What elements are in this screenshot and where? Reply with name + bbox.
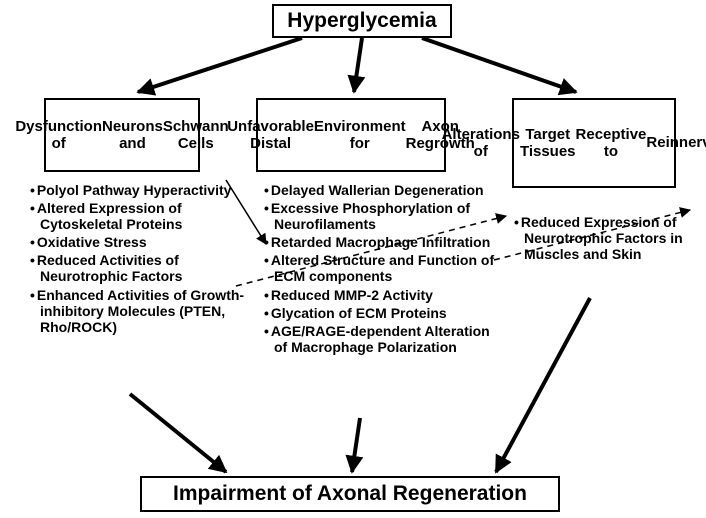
bullet-item: Reduced Expression of Neurotrophic Facto… — [514, 214, 694, 262]
box-line: Hyperglycemia — [287, 9, 436, 33]
bullet-item: AGE/RAGE-dependent Alteration of Macroph… — [264, 323, 500, 355]
bullet-item: Reduced MMP-2 Activity — [264, 287, 500, 303]
box-alterations-target: Alterations ofTarget TissuesReceptive to… — [512, 98, 676, 188]
arrow — [496, 298, 590, 472]
box-line: Schwann Cells — [163, 118, 229, 153]
bullet-item: Enhanced Activities of Growth-inhibitory… — [30, 287, 245, 335]
arrow — [422, 38, 576, 92]
bullets-left: Polyol Pathway Hyperactivity Altered Expr… — [30, 182, 245, 337]
box-line: Unfavorable Distal — [227, 118, 314, 153]
box-line: Target Tissues — [520, 126, 576, 161]
bullet-item: Delayed Wallerian Degeneration — [264, 182, 500, 198]
bullet-item: Altered Structure and Function of ECM co… — [264, 252, 500, 284]
box-line: Receptive to — [576, 126, 647, 161]
box-line: Alterations of — [442, 126, 520, 161]
bullet-item: Retarded Macrophage Infiltration — [264, 234, 500, 250]
bullet-item: Glycation of ECM Proteins — [264, 305, 500, 321]
bullet-item: Altered Expression of Cytoskeletal Prote… — [30, 200, 245, 232]
bullets-right: Reduced Expression of Neurotrophic Facto… — [514, 214, 694, 264]
box-line: Dysfunction of — [15, 118, 102, 153]
arrow — [130, 394, 226, 472]
box-hyperglycemia: Hyperglycemia — [272, 4, 452, 38]
bullet-item: Reduced Activities of Neurotrophic Facto… — [30, 252, 245, 284]
bullet-item: Oxidative Stress — [30, 234, 245, 250]
box-dysfunction: Dysfunction ofNeurons andSchwann Cells — [44, 98, 200, 172]
box-unfavorable-distal: Unfavorable DistalEnvironment forAxon Re… — [256, 98, 446, 172]
box-impairment: Impairment of Axonal Regeneration — [140, 476, 560, 512]
arrow — [138, 38, 302, 92]
arrow — [354, 38, 362, 92]
box-line: Environment for — [314, 118, 406, 153]
arrow — [352, 418, 360, 472]
box-line: Neurons and — [102, 118, 163, 153]
box-line: Impairment of Axonal Regeneration — [173, 482, 527, 506]
bullets-mid: Delayed Wallerian Degeneration Excessive … — [264, 182, 500, 357]
box-line: Reinnervation — [646, 134, 706, 151]
bullet-item: Excessive Phosphorylation of Neurofilame… — [264, 200, 500, 232]
bullet-item: Polyol Pathway Hyperactivity — [30, 182, 245, 198]
